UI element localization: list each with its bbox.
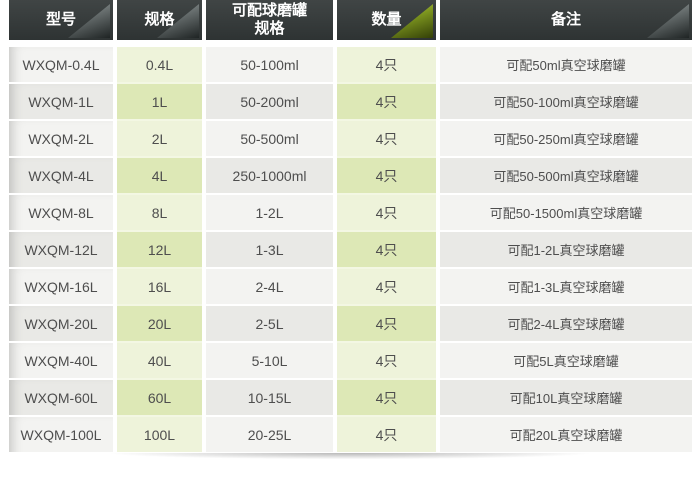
cell-spec: 2L bbox=[117, 121, 202, 156]
cell-spec: 60L bbox=[117, 380, 202, 415]
cell-jar: 2-4L bbox=[206, 269, 333, 304]
cell-jar: 250-1000ml bbox=[206, 158, 333, 193]
column-model: WXQM-0.4L WXQM-1L WXQM-2L WXQM-4L WXQM-8L WXQ… bbox=[9, 47, 113, 452]
cell-spec: 12L bbox=[117, 232, 202, 267]
column-jar-spec: 50-100ml 50-200ml 50-500ml 250-1000ml 1-2L 1-… bbox=[206, 47, 333, 452]
cell-remark: 可配2-4L真空球磨罐 bbox=[440, 306, 692, 341]
cell-model: WXQM-4L bbox=[9, 158, 113, 193]
column-spec: 0.4L 1L 2L 4L 8L 12L 16L 20L 40L 60L 100L bbox=[117, 47, 202, 452]
cell-jar: 50-100ml bbox=[206, 47, 333, 82]
cell-remark: 可配50-100ml真空球磨罐 bbox=[440, 84, 692, 119]
header-cell-quantity: 数量 bbox=[337, 0, 436, 40]
cell-remark: 可配50-250ml真空球磨罐 bbox=[440, 121, 692, 156]
cell-jar: 2-5L bbox=[206, 306, 333, 341]
cell-qty: 4只 bbox=[337, 121, 436, 156]
cell-model: WXQM-40L bbox=[9, 343, 113, 378]
cell-spec: 40L bbox=[117, 343, 202, 378]
cell-model: WXQM-1L bbox=[9, 84, 113, 119]
table-bottom-shadow bbox=[18, 453, 682, 462]
header-cell-spec: 规格 bbox=[117, 0, 202, 40]
cell-spec: 4L bbox=[117, 158, 202, 193]
cell-model: WXQM-12L bbox=[9, 232, 113, 267]
cell-remark: 可配10L真空球磨罐 bbox=[440, 380, 692, 415]
cell-qty: 4只 bbox=[337, 343, 436, 378]
cell-model: WXQM-60L bbox=[9, 380, 113, 415]
cell-model: WXQM-0.4L bbox=[9, 47, 113, 82]
column-remark: 可配50ml真空球磨罐 可配50-100ml真空球磨罐 可配50-250ml真空球磨… bbox=[440, 47, 692, 452]
cell-spec: 100L bbox=[117, 417, 202, 452]
header-cell-remark: 备注 bbox=[440, 0, 692, 40]
cell-jar: 50-500ml bbox=[206, 121, 333, 156]
cell-jar: 50-200ml bbox=[206, 84, 333, 119]
cell-qty: 4只 bbox=[337, 84, 436, 119]
cell-jar: 5-10L bbox=[206, 343, 333, 378]
header-cell-jar-spec: 可配球磨罐 规格 bbox=[206, 0, 333, 40]
header-label-model: 型号 bbox=[45, 11, 76, 28]
cell-qty: 4只 bbox=[337, 417, 436, 452]
cell-remark: 可配20L真空球磨罐 bbox=[440, 417, 692, 452]
cell-remark: 可配1-3L真空球磨罐 bbox=[440, 269, 692, 304]
cell-remark: 可配50-1500ml真空球磨罐 bbox=[440, 195, 692, 230]
header-label-jar-spec-line2: 规格 bbox=[254, 20, 285, 37]
cell-qty: 4只 bbox=[337, 380, 436, 415]
cell-jar: 20-25L bbox=[206, 417, 333, 452]
header-label-spec: 规格 bbox=[144, 11, 175, 28]
header-label-quantity: 数量 bbox=[371, 11, 402, 28]
cell-spec: 0.4L bbox=[117, 47, 202, 82]
cell-jar: 1-2L bbox=[206, 195, 333, 230]
cell-qty: 4只 bbox=[337, 232, 436, 267]
cell-remark: 可配5L真空球磨罐 bbox=[440, 343, 692, 378]
cell-model: WXQM-20L bbox=[9, 306, 113, 341]
cell-qty: 4只 bbox=[337, 195, 436, 230]
cell-model: WXQM-8L bbox=[9, 195, 113, 230]
cell-spec: 1L bbox=[117, 84, 202, 119]
cell-spec: 8L bbox=[117, 195, 202, 230]
cell-qty: 4只 bbox=[337, 269, 436, 304]
cell-model: WXQM-100L bbox=[9, 417, 113, 452]
cell-spec: 20L bbox=[117, 306, 202, 341]
table-header-row: 型号 规格 可配球磨罐 规格 数量 备注 bbox=[0, 0, 700, 40]
header-cell-model: 型号 bbox=[9, 0, 113, 40]
cell-qty: 4只 bbox=[337, 47, 436, 82]
table-body: WXQM-0.4L WXQM-1L WXQM-2L WXQM-4L WXQM-8L WXQ… bbox=[0, 47, 700, 452]
cell-remark: 可配1-2L真空球磨罐 bbox=[440, 232, 692, 267]
column-quantity: 4只 4只 4只 4只 4只 4只 4只 4只 4只 4只 4只 bbox=[337, 47, 436, 452]
cell-remark: 可配50ml真空球磨罐 bbox=[440, 47, 692, 82]
cell-model: WXQM-2L bbox=[9, 121, 113, 156]
header-accent-triangle-icon bbox=[647, 4, 689, 38]
header-label-remark: 备注 bbox=[550, 11, 581, 28]
cell-jar: 10-15L bbox=[206, 380, 333, 415]
cell-jar: 1-3L bbox=[206, 232, 333, 267]
cell-qty: 4只 bbox=[337, 158, 436, 193]
cell-spec: 16L bbox=[117, 269, 202, 304]
cell-qty: 4只 bbox=[337, 306, 436, 341]
header-label-jar-spec-line1: 可配球磨罐 bbox=[231, 2, 307, 19]
cell-remark: 可配50-500ml真空球磨罐 bbox=[440, 158, 692, 193]
cell-model: WXQM-16L bbox=[9, 269, 113, 304]
